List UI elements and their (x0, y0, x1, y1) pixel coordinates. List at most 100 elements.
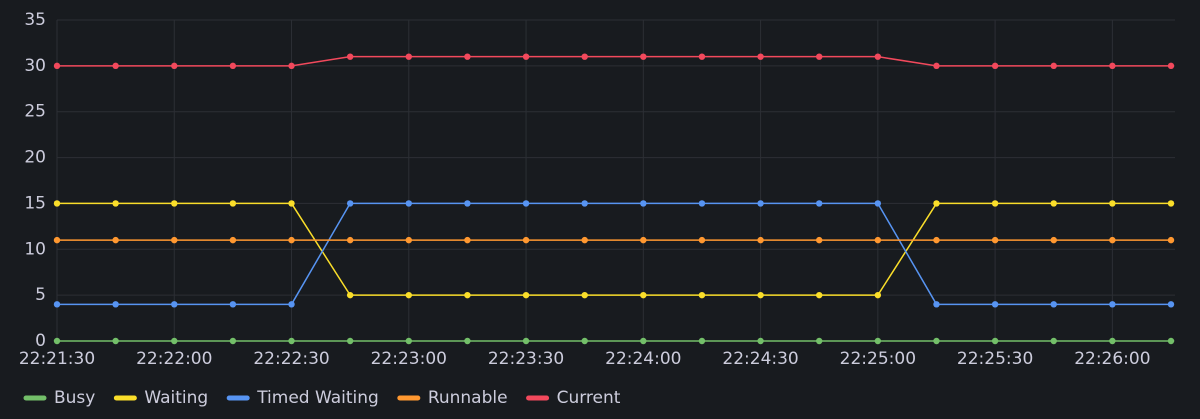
data-point (698, 337, 706, 345)
data-point (171, 62, 178, 70)
data-point (171, 200, 178, 207)
x-tick-label: 22:22:30 (253, 349, 329, 369)
data-point (346, 236, 354, 244)
x-tick-label: 22:23:00 (371, 349, 447, 369)
x-tick-label: 22:25:30 (957, 349, 1033, 369)
data-point (53, 301, 61, 308)
data-point (346, 291, 354, 299)
x-tick-label: 22:23:30 (488, 349, 564, 369)
data-point (816, 291, 823, 299)
data-point (933, 236, 940, 244)
data-point (229, 236, 237, 244)
data-point (933, 301, 940, 308)
x-tick-label: 22:21:30 (19, 349, 95, 369)
data-point (581, 236, 588, 244)
data-point (698, 291, 706, 299)
data-point (288, 236, 295, 244)
data-point (522, 291, 530, 299)
data-point (1109, 337, 1116, 345)
data-point (112, 236, 119, 244)
data-point (464, 236, 471, 244)
y-tick-label: 0 (35, 331, 46, 351)
legend-label: Current (557, 388, 621, 408)
legend-label: Runnable (428, 388, 508, 408)
data-point (1109, 236, 1116, 244)
data-point (757, 53, 764, 60)
data-point (405, 236, 412, 244)
y-tick-label: 30 (24, 56, 46, 76)
data-point (991, 337, 999, 345)
data-point (522, 337, 530, 345)
x-tick-label: 22:24:30 (722, 349, 798, 369)
data-point (288, 337, 295, 345)
data-point (991, 236, 999, 244)
data-point (405, 53, 412, 60)
data-point (346, 200, 354, 207)
series-line (57, 202, 1171, 306)
data-point (112, 301, 119, 308)
x-tick-label: 22:24:00 (605, 349, 681, 369)
legend-label: Waiting (144, 388, 208, 408)
series-line (57, 55, 1171, 67)
data-point (1167, 236, 1175, 244)
y-tick-label: 35 (24, 10, 46, 30)
data-point (640, 53, 647, 60)
data-point (1109, 301, 1116, 308)
data-point (933, 200, 940, 207)
data-point (640, 337, 647, 345)
x-tick-label: 22:26:00 (1074, 349, 1150, 369)
data-point (112, 62, 119, 70)
data-point (1167, 337, 1175, 345)
data-point (112, 337, 119, 345)
data-point (757, 236, 764, 244)
data-point (171, 236, 178, 244)
data-point (464, 337, 471, 345)
data-point (698, 53, 706, 60)
data-point (816, 53, 823, 60)
data-point (53, 337, 61, 345)
data-point (640, 236, 647, 244)
data-point (1167, 200, 1175, 207)
data-point (874, 337, 882, 345)
legend-label: Busy (54, 388, 95, 408)
data-point (405, 200, 412, 207)
data-point (1050, 301, 1057, 308)
y-tick-label: 25 (24, 102, 46, 122)
data-point (171, 337, 178, 345)
data-point (229, 200, 237, 207)
y-tick-label: 5 (35, 285, 46, 305)
data-point (288, 200, 295, 207)
y-tick-label: 15 (24, 193, 46, 213)
data-point (346, 337, 354, 345)
legend-label: Timed Waiting (256, 388, 379, 408)
data-point (991, 200, 999, 207)
data-point (53, 200, 61, 207)
data-point (288, 62, 295, 70)
data-point (816, 337, 823, 345)
data-point (698, 200, 706, 207)
x-tick-label: 22:22:00 (136, 349, 212, 369)
data-point (405, 337, 412, 345)
data-point (581, 200, 588, 207)
data-point (581, 291, 588, 299)
data-point (112, 200, 119, 207)
data-point (757, 291, 764, 299)
data-point (1050, 236, 1057, 244)
data-point (933, 337, 940, 345)
data-point (405, 291, 412, 299)
data-point (53, 62, 61, 70)
data-point (171, 301, 178, 308)
data-point (1050, 337, 1057, 345)
data-point (874, 291, 882, 299)
data-point (464, 53, 471, 60)
y-tick-label: 10 (24, 239, 46, 259)
data-point (1109, 200, 1116, 207)
data-point (991, 301, 999, 308)
data-point (1109, 62, 1116, 70)
x-tick-label: 22:25:00 (840, 349, 916, 369)
data-point (464, 291, 471, 299)
data-point (229, 62, 237, 70)
data-point (698, 236, 706, 244)
data-point (640, 200, 647, 207)
data-point (229, 337, 237, 345)
